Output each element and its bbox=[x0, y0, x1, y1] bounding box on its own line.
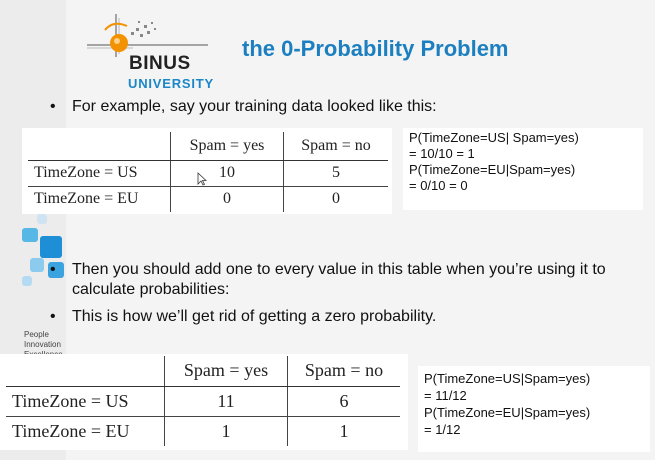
table-cell: 10 bbox=[170, 160, 284, 186]
decorative-block bbox=[22, 276, 32, 286]
row-header: TimeZone = US bbox=[6, 386, 165, 416]
bullet-item: • Then you should add one to every value… bbox=[50, 260, 652, 300]
decorative-block bbox=[22, 228, 38, 242]
probability-line: P(TimeZone=US| Spam=yes) bbox=[409, 130, 579, 145]
probability-line: = 10/10 = 1 bbox=[409, 146, 475, 161]
footer-tagline: People Innovation Excellence bbox=[24, 330, 63, 356]
table-row: TimeZone = EU 0 0 bbox=[28, 185, 388, 212]
probability-line: = 11/12 bbox=[424, 388, 467, 403]
table-1-container: Spam = yes Spam = no TimeZone = US 10 5 … bbox=[22, 128, 392, 214]
column-header: Spam = yes bbox=[170, 132, 284, 161]
column-header-text: Spam = yes bbox=[183, 360, 269, 381]
column-header: Spam = yes bbox=[164, 356, 288, 387]
cursor-icon bbox=[197, 172, 207, 186]
table-cell: 1 bbox=[287, 415, 400, 446]
probability-line: = 1/12 bbox=[424, 422, 461, 437]
row-header: TimeZone = EU bbox=[28, 185, 171, 212]
table-cell: 0 bbox=[170, 185, 284, 212]
probability-notes-2: P(TimeZone=US|Spam=yes) = 11/12 P(TimeZo… bbox=[418, 366, 650, 452]
decorative-block bbox=[48, 262, 64, 278]
decorative-block bbox=[30, 258, 44, 272]
slide-title: the 0-Probability Problem bbox=[242, 36, 509, 61]
probability-line: = 0/10 = 0 bbox=[409, 178, 468, 193]
column-header-text: Spam = no bbox=[304, 360, 384, 381]
probability-notes-1: P(TimeZone=US| Spam=yes) = 10/10 = 1 P(T… bbox=[403, 128, 643, 210]
table-header-row: Spam = yes Spam = no bbox=[6, 356, 400, 387]
table-cell: 6 bbox=[339, 390, 349, 411]
decorative-block bbox=[40, 236, 62, 258]
table-cell: 0 bbox=[283, 185, 388, 212]
table-row: TimeZone = US 10 5 bbox=[28, 160, 388, 186]
probability-line: P(TimeZone=US|Spam=yes) bbox=[424, 371, 591, 386]
count-table-1: Spam = yes Spam = no TimeZone = US 10 5 … bbox=[28, 132, 388, 212]
table-cell: 11 bbox=[164, 386, 288, 416]
bullet-text: For example, say your training data look… bbox=[72, 98, 437, 115]
table-row: TimeZone = EU 1 1 bbox=[6, 415, 400, 446]
column-header: Spam = no bbox=[283, 132, 388, 161]
decorative-block bbox=[37, 214, 47, 224]
table-row: TimeZone = US 11 6 bbox=[6, 386, 400, 416]
column-header-text: Spam = no bbox=[301, 136, 371, 154]
bullet-text: This is how we’ll get rid of getting a z… bbox=[72, 308, 437, 325]
row-header: TimeZone = US bbox=[28, 160, 171, 186]
bullet-dot: • bbox=[50, 261, 56, 278]
logo-emblem-icon bbox=[87, 14, 208, 57]
table-2-container: Spam = yes Spam = no TimeZone = US 11 6 … bbox=[0, 354, 408, 450]
bullet-item: • For example, say your training data lo… bbox=[50, 97, 632, 117]
binus-logo: BINUS UNIVERSITY bbox=[83, 10, 213, 94]
logo-subtitle: UNIVERSITY bbox=[128, 76, 215, 91]
column-header-text: Spam = yes bbox=[189, 136, 265, 154]
logo-wordmark: BINUS bbox=[129, 53, 191, 74]
column-header: Spam = no bbox=[287, 356, 400, 387]
count-table-2: Spam = yes Spam = no TimeZone = US 11 6 … bbox=[6, 356, 400, 446]
table-header-row: Spam = yes Spam = no bbox=[28, 132, 388, 161]
row-header: TimeZone = EU bbox=[6, 415, 165, 446]
table-cell: 1 bbox=[164, 415, 288, 446]
table-cell: 5 bbox=[332, 164, 340, 181]
probability-line: P(TimeZone=EU|Spam=yes) bbox=[424, 405, 591, 420]
bullet-dot: • bbox=[50, 98, 56, 115]
probability-line: P(TimeZone=EU|Spam=yes) bbox=[409, 162, 576, 177]
bullet-item: • This is how we’ll get rid of getting a… bbox=[50, 307, 632, 327]
bullet-text: Then you should add one to every value i… bbox=[72, 261, 606, 298]
bullet-dot: • bbox=[50, 308, 56, 325]
